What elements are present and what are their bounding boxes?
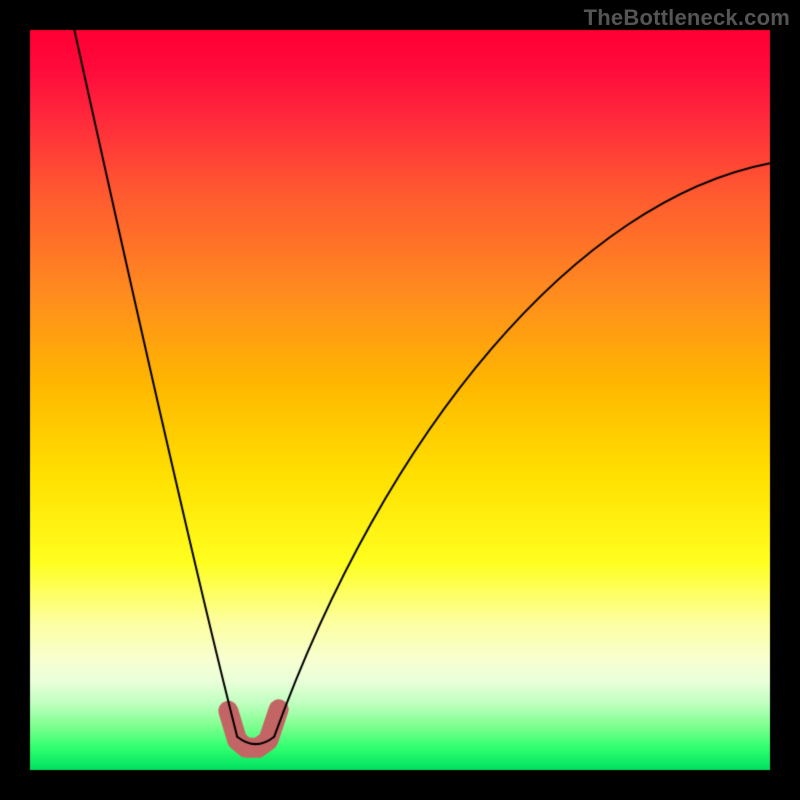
bottleneck-curve [0, 0, 800, 800]
watermark-text: TheBottleneck.com [584, 5, 790, 31]
chart-stage: TheBottleneck.com [0, 0, 800, 800]
